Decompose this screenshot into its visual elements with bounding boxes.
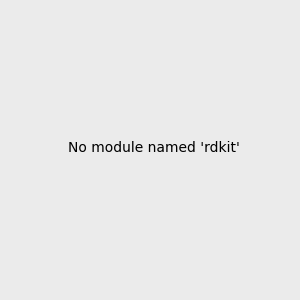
Text: No module named 'rdkit': No module named 'rdkit'	[68, 140, 240, 154]
